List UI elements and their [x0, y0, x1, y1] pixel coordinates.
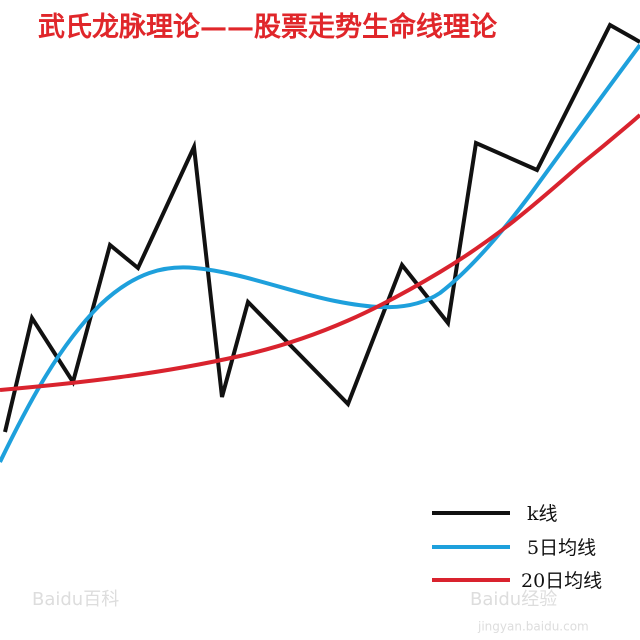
watermark: Baidu百科	[32, 589, 119, 610]
legend-label: 20日均线	[521, 570, 602, 592]
watermark: jingyan.baidu.com	[477, 620, 589, 634]
ma20-line	[0, 113, 640, 392]
watermark: Baidu经验	[470, 589, 557, 610]
legend-label: k线	[527, 503, 558, 525]
k-line	[3, 22, 640, 433]
title: 武氏龙脉理论——股票走势生命线理论	[38, 11, 498, 43]
ma5-line	[0, 43, 640, 463]
legend-label: 5日均线	[527, 537, 596, 559]
